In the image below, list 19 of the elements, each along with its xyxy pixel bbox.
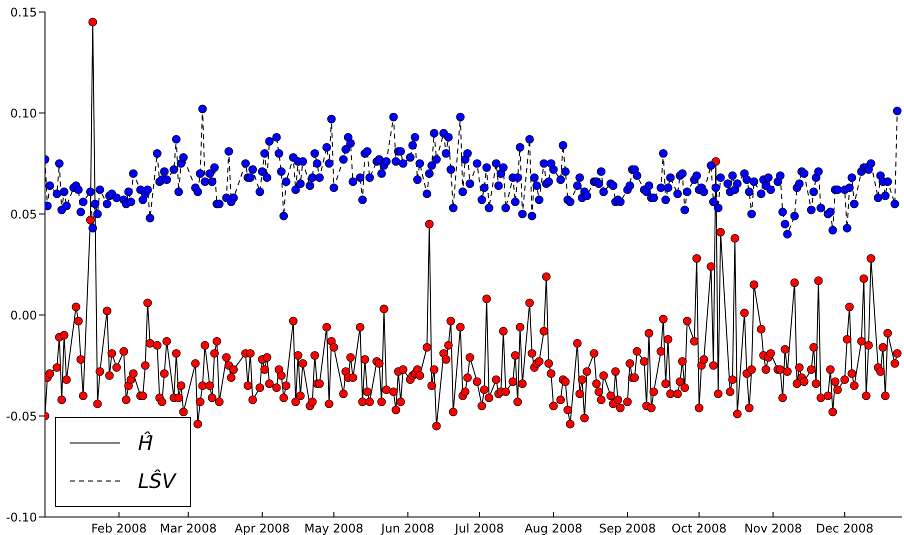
y-tick-label: -0.10 <box>6 510 37 524</box>
x-tick-label: Jul 2008 <box>454 522 504 535</box>
x-tick-label: Apr 2008 <box>234 522 290 535</box>
x-tick-label: Sep 2008 <box>598 522 656 535</box>
x-tick-label: Dec 2008 <box>816 522 874 535</box>
x-tick-label: Mar 2008 <box>160 522 217 535</box>
y-tick-label: -0.05 <box>6 409 37 424</box>
x-tick-label: Jun 2008 <box>380 522 434 535</box>
x-tick-label: Feb 2008 <box>91 522 147 535</box>
x-tick-label: May 2008 <box>304 522 364 535</box>
y-tick-label: 0.05 <box>10 207 37 222</box>
x-tick-label: Aug 2008 <box>524 522 582 535</box>
y-tick-label: 0.10 <box>10 106 37 120</box>
x-tick-label: Nov 2008 <box>744 522 802 535</box>
y-tick-label: 0.15 <box>10 5 37 20</box>
legend-label: Ĥ̂ <box>138 431 154 455</box>
y-tick-label: 0.00 <box>10 308 37 322</box>
legend-label: LŜV <box>138 469 176 493</box>
x-tick-label: Oct 2008 <box>672 522 727 535</box>
